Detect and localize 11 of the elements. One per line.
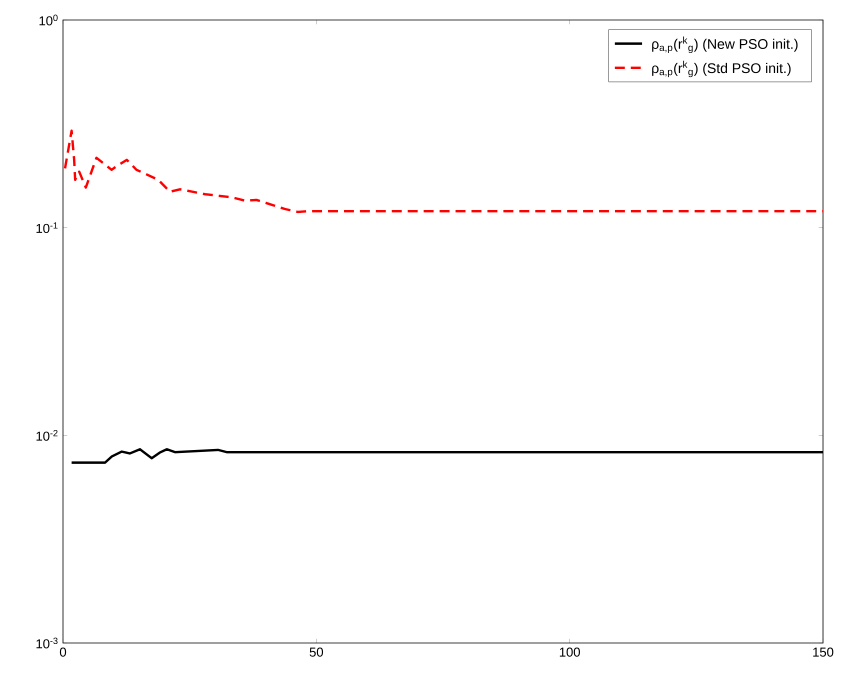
y-tick-label: 10$^{0}$	[40, 14, 58, 26]
legend-label: ρ$_{a,p}$(r$^{k}$$_{g}$) (Std PSO init.)	[652, 60, 791, 78]
y-tick-label: 10$^{-2}$	[36, 430, 58, 441]
line-series	[64, 130, 824, 214]
x-tick-label: 100	[560, 648, 580, 657]
legend-label: ρ$_{a,p}$(r$^{k}$$_{g}$) (New PSO init.)	[652, 36, 798, 53]
x-tick-label: 150	[813, 648, 834, 657]
y-tick-label: 10$^{-3}$	[36, 638, 58, 648]
y-tick-label: 10$^{-1}$	[36, 222, 58, 234]
x-tick-label: 0	[60, 648, 66, 657]
x-tick-label: 50	[310, 648, 324, 657]
